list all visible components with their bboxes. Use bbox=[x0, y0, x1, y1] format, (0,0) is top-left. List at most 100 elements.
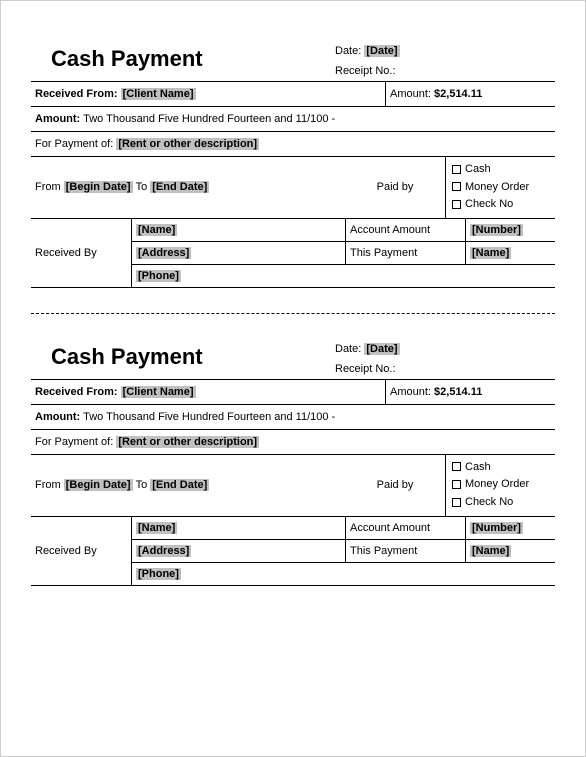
rent-desc-placeholder: [Rent or other description] bbox=[116, 436, 259, 448]
to-label: To bbox=[136, 181, 148, 193]
this-payment-label: This Payment bbox=[345, 540, 465, 562]
amount-cell: Amount: $2,514.11 bbox=[385, 82, 555, 106]
for-payment-row: For Payment of: [Rent or other descripti… bbox=[31, 429, 555, 454]
paid-by-row: From [Begin Date] To [End Date] Paid by … bbox=[31, 156, 555, 218]
amount-value: $2,514.11 bbox=[434, 386, 482, 398]
received-by-section: Received By [Name] [Address] [Phone] Acc… bbox=[31, 218, 555, 288]
name-cell: [Name] bbox=[132, 219, 181, 241]
client-name-placeholder: [Client Name] bbox=[121, 386, 196, 398]
name2-cell: [Name] bbox=[465, 242, 555, 264]
money-order-option: Money Order bbox=[452, 179, 549, 197]
received-by-label: Received By bbox=[35, 545, 97, 557]
from-label: From bbox=[35, 479, 61, 491]
receipt-no-line: Receipt No.: bbox=[335, 359, 555, 379]
received-by-label-cell: Received By bbox=[31, 219, 131, 287]
checkbox-icon bbox=[452, 182, 461, 191]
date-placeholder: [Date] bbox=[364, 343, 399, 355]
check-no-label: Check No bbox=[465, 198, 513, 210]
for-payment-label: For Payment of: bbox=[35, 138, 113, 150]
received-from-label: Received From: bbox=[35, 386, 118, 398]
phone-cell: [Phone] bbox=[132, 563, 185, 585]
amount-label: Amount: bbox=[390, 386, 431, 398]
received-by-details: [Name] [Address] [Phone] bbox=[131, 219, 345, 287]
check-no-label: Check No bbox=[465, 496, 513, 508]
money-order-label: Money Order bbox=[465, 181, 529, 193]
phone-placeholder: [Phone] bbox=[136, 568, 181, 580]
number-placeholder: [Number] bbox=[470, 522, 523, 534]
amount-words-label: Amount: bbox=[35, 411, 80, 423]
checkbox-icon bbox=[452, 480, 461, 489]
address-placeholder: [Address] bbox=[136, 247, 191, 259]
amount-label: Amount: bbox=[390, 88, 431, 100]
end-date-placeholder: [End Date] bbox=[150, 181, 209, 193]
received-from-label: Received From: bbox=[35, 88, 118, 100]
account-amount-label: Account Amount bbox=[345, 219, 465, 241]
rent-desc-placeholder: [Rent or other description] bbox=[116, 138, 259, 150]
received-by-details: [Name] [Address] [Phone] bbox=[131, 517, 345, 585]
account-details: Account Amount [Number] This Payment [Na… bbox=[345, 517, 555, 585]
date-label: Date: bbox=[335, 45, 361, 57]
paid-by-label: Paid by bbox=[377, 181, 414, 193]
number-cell: [Number] bbox=[465, 517, 555, 539]
paid-by-options: Cash Money Order Check No bbox=[445, 157, 555, 218]
end-date-placeholder: [End Date] bbox=[150, 479, 209, 491]
checkbox-icon bbox=[452, 165, 461, 174]
received-by-label-cell: Received By bbox=[31, 517, 131, 585]
address-cell: [Address] bbox=[132, 242, 195, 264]
amount-words-label: Amount: bbox=[35, 113, 80, 125]
amount-words-cell: Amount: Two Thousand Five Hundred Fourte… bbox=[31, 107, 555, 131]
receipt-page: Cash Payment Date: [Date] Receipt No.: R… bbox=[0, 0, 586, 757]
for-payment-label: For Payment of: bbox=[35, 436, 113, 448]
begin-date-placeholder: [Begin Date] bbox=[64, 479, 133, 491]
receipt-title: Cash Payment bbox=[31, 41, 335, 72]
checkbox-icon bbox=[452, 498, 461, 507]
money-order-label: Money Order bbox=[465, 478, 529, 490]
from-label: From bbox=[35, 181, 61, 193]
date-line: Date: [Date] bbox=[335, 41, 555, 61]
receipt-no-label: Receipt No.: bbox=[335, 363, 396, 375]
amount-words-row: Amount: Two Thousand Five Hundred Fourte… bbox=[31, 106, 555, 131]
amount-words-value: Two Thousand Five Hundred Fourteen and 1… bbox=[83, 113, 335, 125]
amount-cell: Amount: $2,514.11 bbox=[385, 380, 555, 404]
received-from-row: Received From: [Client Name] Amount: $2,… bbox=[31, 81, 555, 106]
client-name-placeholder: [Client Name] bbox=[121, 88, 196, 100]
for-payment-cell: For Payment of: [Rent or other descripti… bbox=[31, 430, 555, 454]
date-range-cell: From [Begin Date] To [End Date] bbox=[31, 455, 345, 516]
cash-label: Cash bbox=[465, 461, 491, 473]
account-details: Account Amount [Number] This Payment [Na… bbox=[345, 219, 555, 287]
checkbox-icon bbox=[452, 200, 461, 209]
received-from-cell: Received From: [Client Name] bbox=[31, 82, 385, 106]
date-placeholder: [Date] bbox=[364, 45, 399, 57]
check-no-option: Check No bbox=[452, 196, 549, 214]
amount-words-cell: Amount: Two Thousand Five Hundred Fourte… bbox=[31, 405, 555, 429]
paid-by-label-cell: Paid by bbox=[345, 455, 445, 516]
cash-option: Cash bbox=[452, 161, 549, 179]
receipt-title: Cash Payment bbox=[31, 339, 335, 370]
date-block: Date: [Date] Receipt No.: bbox=[335, 41, 555, 81]
receipt-no-label: Receipt No.: bbox=[335, 65, 396, 77]
name2-placeholder: [Name] bbox=[470, 247, 511, 259]
cash-label: Cash bbox=[465, 163, 491, 175]
name-cell: [Name] bbox=[132, 517, 181, 539]
for-payment-cell: For Payment of: [Rent or other descripti… bbox=[31, 132, 555, 156]
received-from-cell: Received From: [Client Name] bbox=[31, 380, 385, 404]
paid-by-label-cell: Paid by bbox=[345, 157, 445, 218]
number-cell: [Number] bbox=[465, 219, 555, 241]
received-by-label: Received By bbox=[35, 247, 97, 259]
received-by-section: Received By [Name] [Address] [Phone] Acc… bbox=[31, 516, 555, 586]
receipt-copy-2: Cash Payment Date: [Date] Receipt No.: R… bbox=[31, 339, 555, 586]
name-placeholder: [Name] bbox=[136, 522, 177, 534]
checkbox-icon bbox=[452, 462, 461, 471]
header-row: Cash Payment Date: [Date] Receipt No.: bbox=[31, 339, 555, 379]
name2-placeholder: [Name] bbox=[470, 545, 511, 557]
paid-by-label: Paid by bbox=[377, 479, 414, 491]
address-cell: [Address] bbox=[132, 540, 195, 562]
receipt-copy-1: Cash Payment Date: [Date] Receipt No.: R… bbox=[31, 41, 555, 288]
address-placeholder: [Address] bbox=[136, 545, 191, 557]
money-order-option: Money Order bbox=[452, 476, 549, 494]
empty-cell bbox=[345, 563, 555, 585]
amount-words-row: Amount: Two Thousand Five Hundred Fourte… bbox=[31, 404, 555, 429]
empty-cell bbox=[345, 265, 555, 287]
paid-by-row: From [Begin Date] To [End Date] Paid by … bbox=[31, 454, 555, 516]
amount-words-value: Two Thousand Five Hundred Fourteen and 1… bbox=[83, 411, 335, 423]
